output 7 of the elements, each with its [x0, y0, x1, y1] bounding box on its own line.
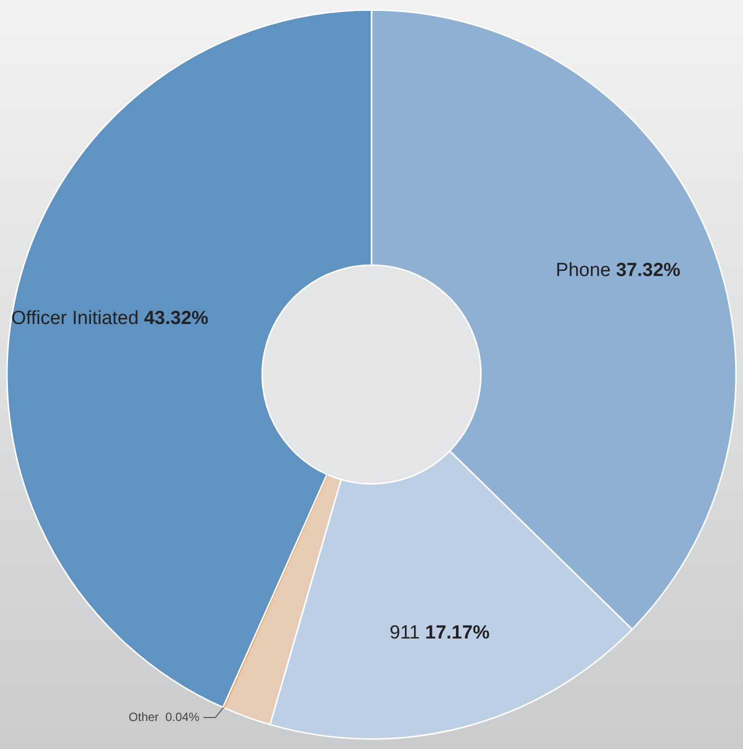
data-label: 43.32% — [144, 308, 209, 329]
slice-label: 911 — [390, 622, 426, 644]
slice-label: Phone — [556, 260, 616, 281]
data-label: 37.32% — [616, 260, 681, 281]
slice-label: Officer Initiated — [11, 308, 144, 329]
data-label: 17.17% — [425, 622, 490, 644]
slice-label: Other 0.04% — [128, 710, 200, 724]
